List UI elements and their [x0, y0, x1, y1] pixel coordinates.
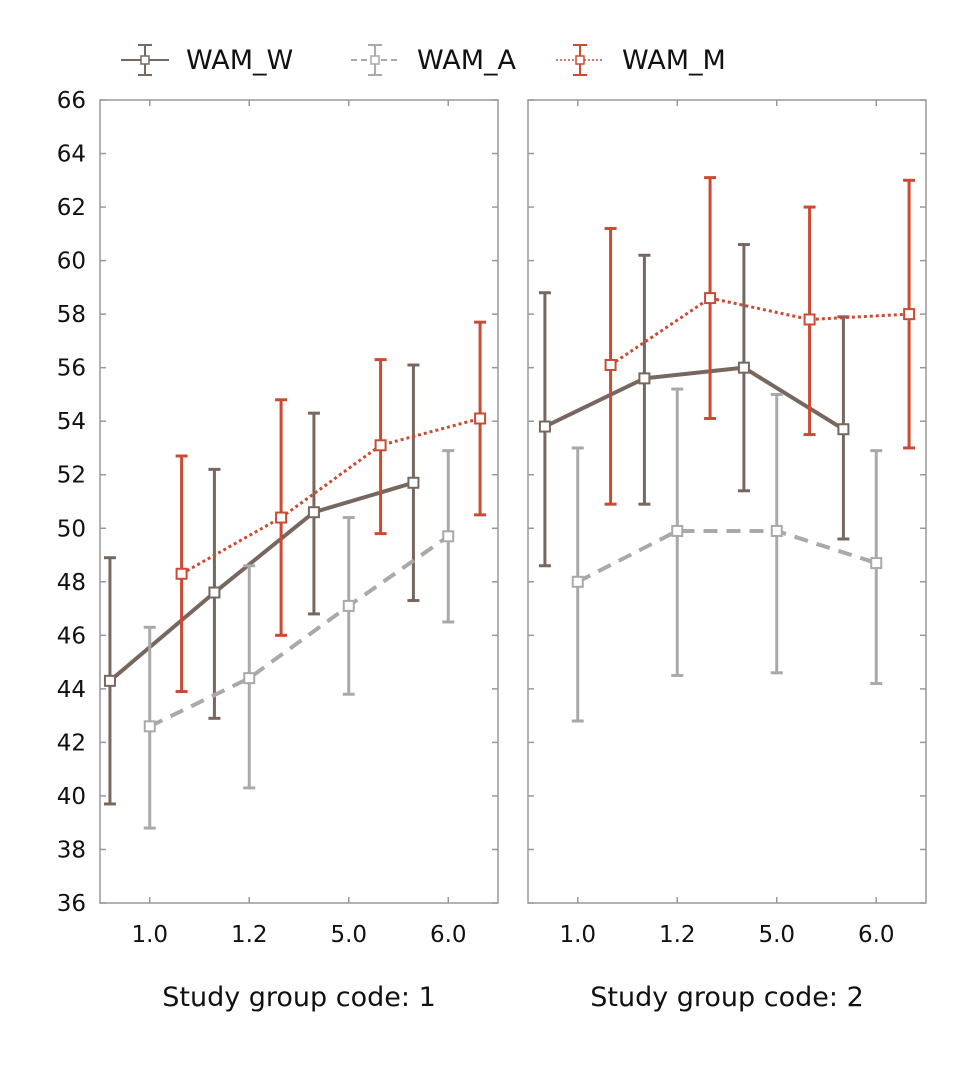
legend-marker — [575, 55, 585, 65]
data-point — [837, 423, 850, 436]
legend-label: WAM_M — [622, 45, 726, 76]
series-line — [108, 480, 414, 683]
x-tick-label: 1.0 — [559, 922, 596, 948]
y-tick-label: 50 — [57, 516, 86, 542]
data-point — [903, 308, 916, 321]
data-point — [275, 511, 288, 524]
y-tick-label: 42 — [57, 730, 86, 756]
panel-label: Study group code: 2 — [590, 982, 864, 1013]
panel-2: 1.0 1.2 5.0 6.0 Study group code: 2 — [527, 99, 927, 1013]
data-point — [638, 372, 651, 385]
y-axis: 36 38 40 42 44 46 48 50 52 54 56 58 60 62 64 66 — [57, 88, 86, 917]
x-tick-label: 1.0 — [131, 922, 168, 948]
x-tick-label: 6.0 — [858, 922, 895, 948]
y-tick-label: 48 — [57, 570, 86, 596]
panel-1: 1.0 1.2 5.0 6.0 Study group code: 1 — [99, 99, 499, 1013]
data-point — [143, 720, 156, 733]
series-line — [609, 296, 910, 367]
data-point — [175, 567, 188, 580]
data-point — [803, 313, 816, 326]
data-point — [604, 358, 617, 371]
series-line — [576, 528, 877, 584]
y-tick-label: 66 — [57, 88, 86, 114]
y-tick-label: 40 — [57, 784, 86, 810]
series-wam-a — [571, 387, 883, 723]
legend-item-wam-a: WAM_A — [351, 44, 516, 76]
series-wam-w — [538, 243, 850, 568]
y-tick-label: 54 — [57, 409, 86, 435]
plot-frame — [527, 99, 927, 904]
data-point — [307, 506, 320, 519]
series-wam-m — [175, 320, 487, 694]
legend: WAM_W WAM_A WAM_M — [121, 44, 726, 76]
x-tick-label: 1.2 — [231, 922, 268, 948]
data-point — [374, 439, 387, 452]
panel-label: Study group code: 1 — [162, 982, 436, 1013]
series-line — [148, 534, 450, 729]
y-tick-label: 64 — [57, 142, 86, 168]
y-tick-label: 58 — [57, 302, 86, 328]
series-wam-w — [103, 363, 420, 806]
y-tick-label: 44 — [57, 677, 86, 703]
series-wam-a — [143, 449, 455, 830]
y-tick-label: 36 — [57, 891, 86, 917]
data-point — [407, 476, 420, 489]
legend-label: WAM_A — [417, 45, 516, 76]
data-point — [737, 361, 750, 374]
data-point — [243, 672, 256, 685]
x-tick-label: 1.2 — [659, 922, 696, 948]
y-tick-label: 46 — [57, 623, 86, 649]
data-point — [571, 575, 584, 588]
series-line — [544, 365, 845, 431]
data-point — [342, 599, 355, 612]
y-tick-label: 56 — [57, 356, 86, 382]
data-point — [870, 557, 883, 570]
y-tick-label: 60 — [57, 249, 86, 275]
data-point — [770, 524, 783, 537]
x-tick-label: 5.0 — [758, 922, 795, 948]
y-tick-label: 52 — [57, 463, 86, 489]
data-point — [538, 420, 551, 433]
data-point — [704, 292, 717, 305]
data-point — [671, 524, 684, 537]
legend-label: WAM_W — [186, 45, 293, 76]
y-tick-label: 38 — [57, 837, 86, 863]
legend-item-wam-w: WAM_W — [121, 44, 293, 76]
series-wam-m — [604, 176, 916, 506]
data-point — [208, 586, 221, 599]
x-tick-label: 5.0 — [330, 922, 367, 948]
data-point — [103, 674, 116, 687]
data-point — [474, 412, 487, 425]
legend-item-wam-m: WAM_M — [556, 44, 726, 76]
legend-marker — [370, 55, 380, 65]
panels: 1.0 1.2 5.0 6.0 Study group code: 1 1.0 1.2 5.0… — [99, 99, 927, 1013]
data-point — [442, 530, 455, 543]
plot-frame — [99, 99, 499, 904]
y-tick-label: 62 — [57, 195, 86, 221]
legend-marker — [140, 55, 150, 65]
x-tick-label: 6.0 — [430, 922, 467, 948]
series-line — [180, 417, 481, 576]
